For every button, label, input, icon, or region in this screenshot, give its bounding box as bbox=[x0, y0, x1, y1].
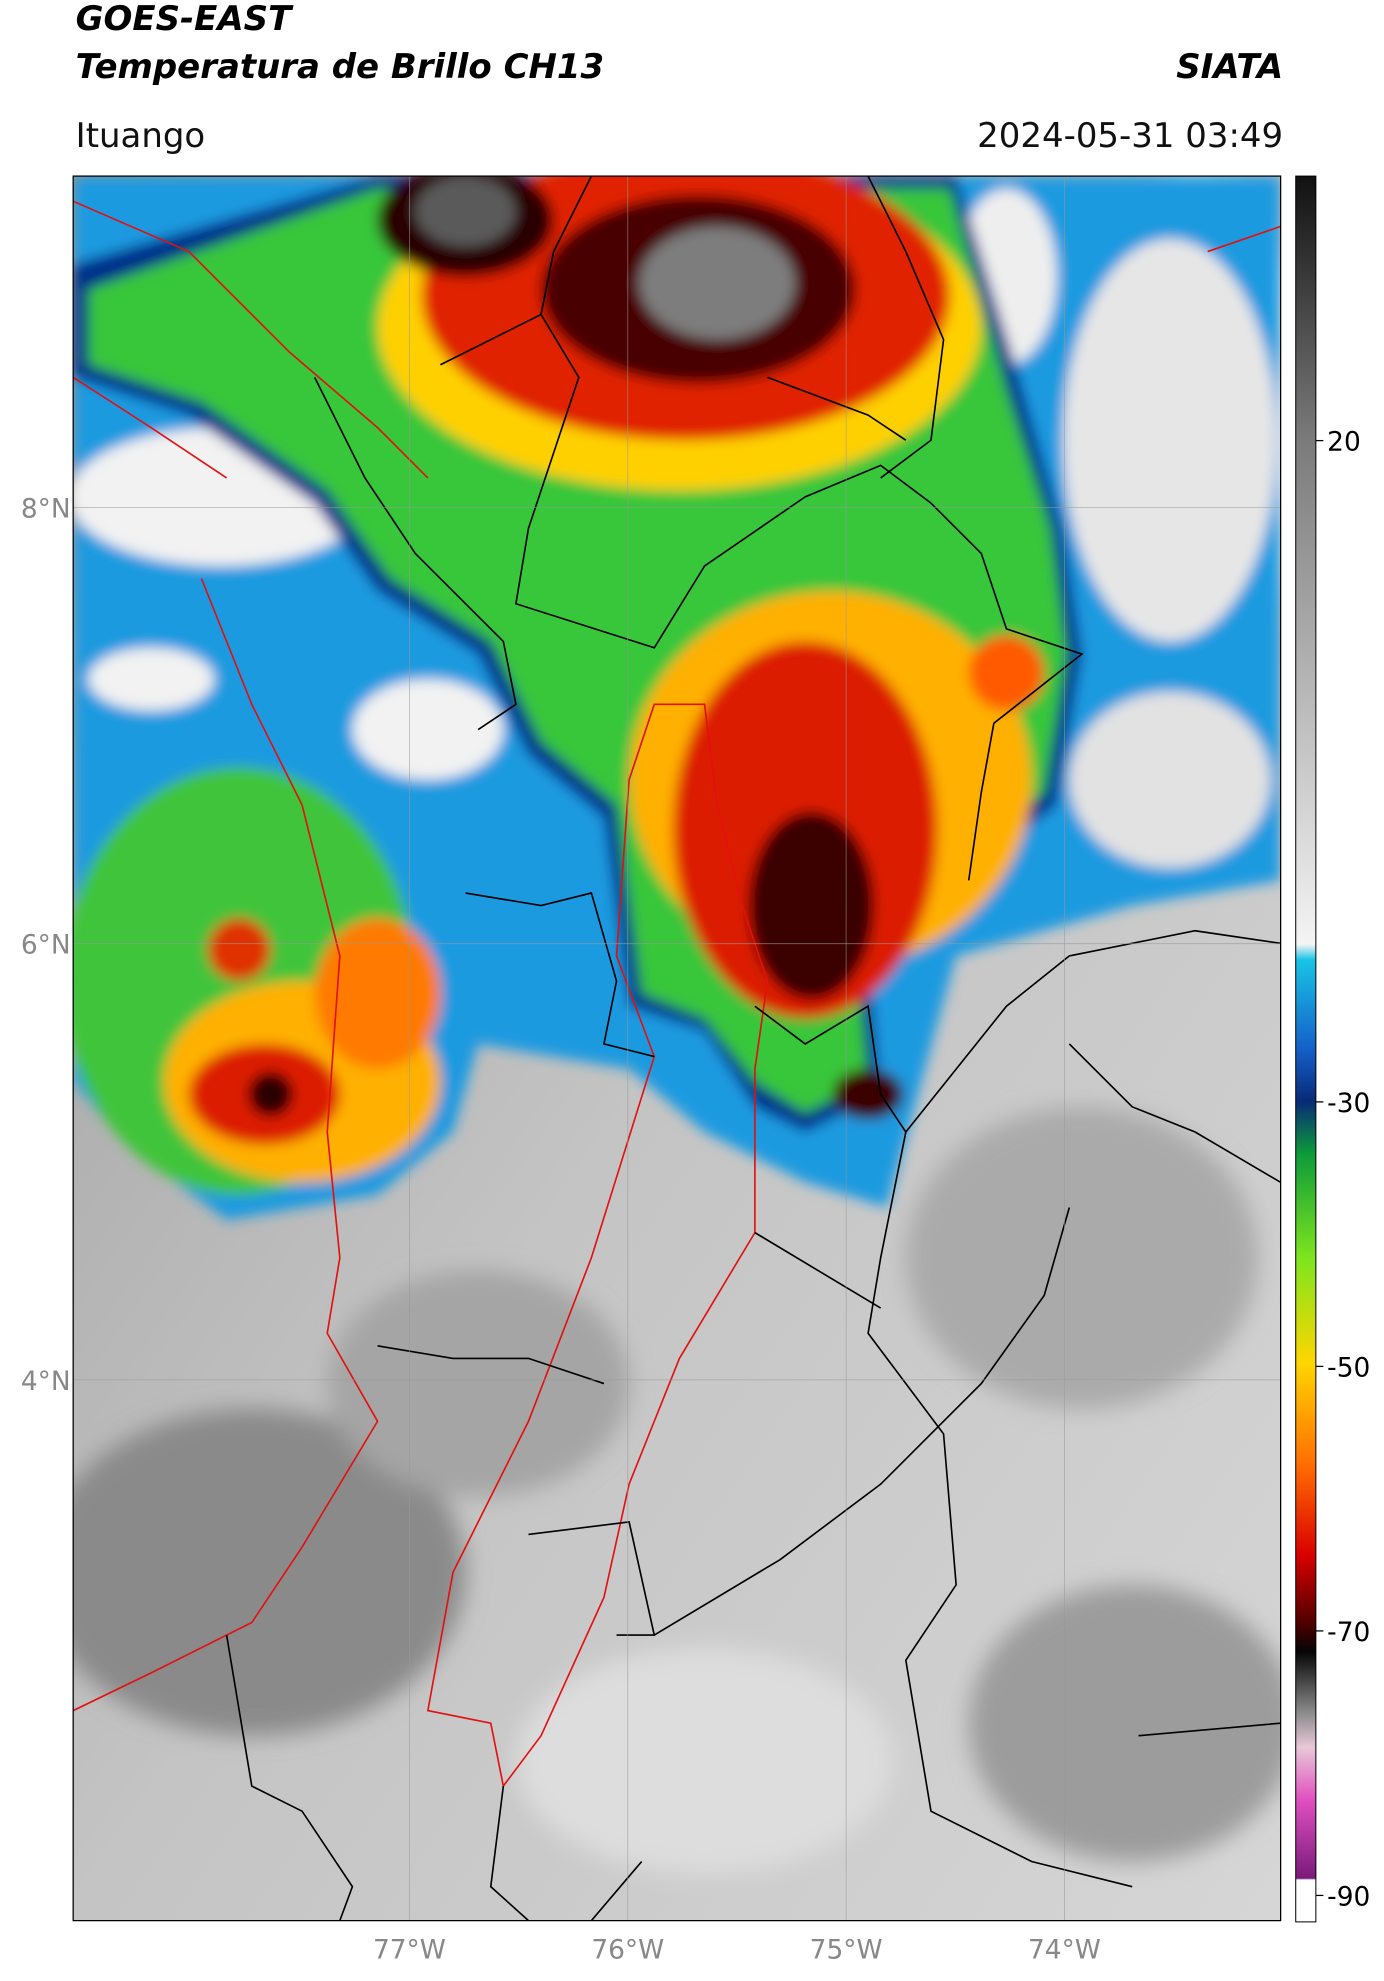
cloud-band bbox=[207, 918, 271, 982]
agency: SIATA bbox=[1176, 47, 1283, 87]
cloud-top bbox=[415, 176, 516, 247]
lat-tick-label: 6°N bbox=[21, 930, 71, 961]
colorbar-tick-label: -30 bbox=[1327, 1088, 1370, 1119]
colorbar-tick-label: -70 bbox=[1327, 1617, 1370, 1648]
lat-tick-label: 8°N bbox=[21, 494, 71, 525]
colorbar bbox=[1295, 175, 1317, 1923]
cloud bbox=[73, 1408, 466, 1736]
lon-tick-label: 75°W bbox=[810, 1934, 883, 1965]
boundaries bbox=[73, 176, 1281, 1921]
lon-tick-label: 77°W bbox=[373, 1934, 446, 1965]
colorbar-tick-label: 20 bbox=[1327, 427, 1361, 458]
product-title: Temperatura de Brillo CH13 bbox=[76, 47, 604, 87]
lat-tick-label: 4°N bbox=[21, 1366, 71, 1397]
satellite-imagery bbox=[73, 176, 1281, 1921]
axis-labels: 77°W 76°W 75°W 74°W 8°N 6°N 4°N 20 -30 -50 -70 -90 bbox=[21, 427, 1370, 1966]
clear-patch bbox=[1069, 691, 1271, 868]
location: Ituango bbox=[76, 116, 206, 156]
cloud-band bbox=[832, 1069, 904, 1120]
cloud-band bbox=[748, 811, 875, 1000]
clear-patch bbox=[88, 647, 215, 711]
cloud-band bbox=[968, 635, 1045, 711]
timestamp: 2024-05-31 03:49 bbox=[977, 116, 1283, 156]
cloud-top bbox=[639, 226, 796, 340]
cold-tops bbox=[73, 176, 1281, 1221]
river-boundary bbox=[426, 225, 1281, 1788]
cloud-band bbox=[248, 1071, 294, 1117]
colorbar-tick-label: -50 bbox=[1327, 1352, 1370, 1383]
coastline bbox=[73, 200, 429, 1712]
plot-frame bbox=[72, 175, 1282, 1922]
clear-patch bbox=[352, 679, 504, 780]
colorbar-tick-label: -90 bbox=[1327, 1881, 1370, 1912]
lon-tick-label: 74°W bbox=[1028, 1934, 1101, 1965]
admin-boundary bbox=[225, 176, 1281, 1921]
graticule bbox=[73, 176, 1281, 1921]
lon-tick-label: 76°W bbox=[591, 1934, 664, 1965]
clear-patch bbox=[1063, 238, 1277, 642]
cloud bbox=[515, 1647, 894, 1875]
cloud-band bbox=[314, 918, 441, 1070]
cloud bbox=[905, 1106, 1258, 1409]
cloud bbox=[968, 1584, 1281, 1862]
cloud bbox=[327, 1270, 630, 1497]
satellite-title: GOES-EAST bbox=[76, 0, 294, 39]
